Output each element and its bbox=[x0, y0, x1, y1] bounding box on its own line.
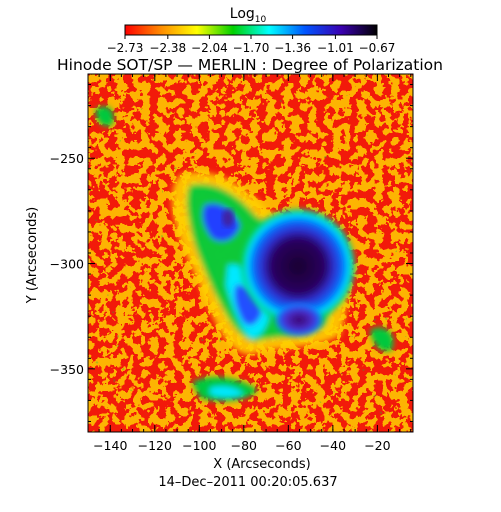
colorbar-title-sub: 10 bbox=[255, 15, 267, 25]
colorbar-tick-label: −1.70 bbox=[233, 41, 270, 55]
colorbar-tick-label: −2.04 bbox=[191, 41, 228, 55]
y-tick-label: −350 bbox=[50, 362, 84, 377]
colorbar-tick-label: −1.36 bbox=[274, 41, 311, 55]
y-axis-label: Y (Arcseconds) bbox=[25, 207, 40, 304]
colorbar-tick-label: −1.01 bbox=[317, 41, 354, 55]
chart-title: Hinode SOT/SP — MERLIN : Degree of Polar… bbox=[57, 56, 443, 74]
colorbar-ticks: −2.73 −2.38 −2.04 −1.70 −1.36 −1.01 −0.67 bbox=[107, 35, 396, 55]
x-axis-label: X (Arcseconds) bbox=[213, 457, 310, 472]
x-tick-label: −40 bbox=[320, 438, 346, 453]
y-tick-label: −300 bbox=[50, 257, 84, 272]
polarization-map bbox=[88, 74, 413, 432]
y-tick-label: −250 bbox=[50, 151, 84, 166]
x-tick-label: −60 bbox=[275, 438, 301, 453]
colorbar-tick-label: −0.67 bbox=[359, 41, 396, 55]
colorbar bbox=[124, 24, 378, 36]
timestamp: 14–Dec–2011 00:20:05.637 bbox=[158, 475, 337, 490]
colorbar-tick-label: −2.38 bbox=[149, 41, 186, 55]
x-tick-label: −100 bbox=[182, 438, 216, 453]
colorbar-title-base: Log bbox=[230, 6, 255, 22]
colorbar-tick-label: −2.73 bbox=[107, 41, 144, 55]
x-tick-label: −120 bbox=[138, 438, 172, 453]
y-axis-ticks: −250 −300 −350 bbox=[50, 84, 413, 422]
x-tick-label: −20 bbox=[364, 438, 390, 453]
x-tick-label: −140 bbox=[93, 438, 127, 453]
x-tick-label: −80 bbox=[231, 438, 257, 453]
sunspot bbox=[222, 208, 356, 338]
colorbar-title: Log10 bbox=[230, 6, 267, 25]
x-axis-ticks: −140 −120 −100 −80 −60 −40 −20 bbox=[87, 74, 412, 453]
